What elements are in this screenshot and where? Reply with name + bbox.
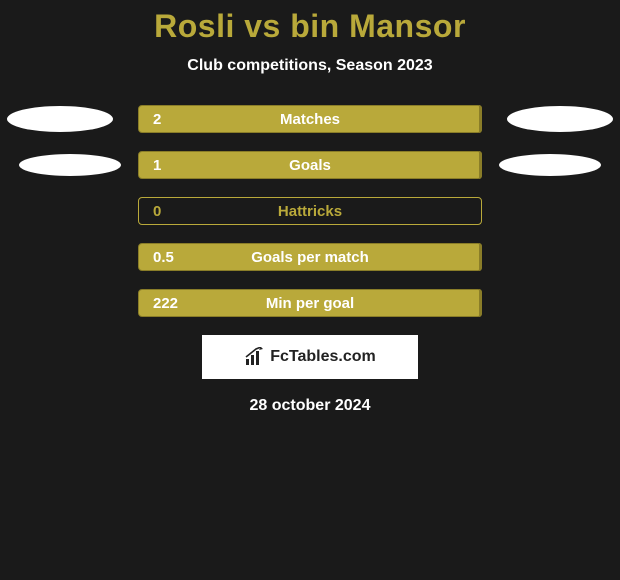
stat-row-goals-per-match: 0.5 Goals per match (0, 243, 620, 271)
stat-bar: 2 Matches (138, 105, 482, 133)
stat-row-goals: 1 Goals (0, 151, 620, 179)
stat-label: Goals (139, 157, 481, 174)
stat-label: Goals per match (139, 249, 481, 266)
logo: FcTables.com (244, 347, 376, 367)
stat-value: 1 (153, 157, 161, 174)
stat-value: 222 (153, 295, 178, 312)
subtitle: Club competitions, Season 2023 (0, 57, 620, 75)
logo-box: FcTables.com (202, 335, 418, 379)
page-title: Rosli vs bin Mansor (0, 8, 620, 45)
date-label: 28 october 2024 (0, 397, 620, 415)
stat-row-matches: 2 Matches (0, 105, 620, 133)
stat-value: 0.5 (153, 249, 174, 266)
stat-label: Hattricks (139, 203, 481, 220)
stat-bar: 0 Hattricks (138, 197, 482, 225)
stat-label: Min per goal (139, 295, 481, 312)
stat-label: Matches (139, 111, 481, 128)
logo-text: FcTables.com (270, 348, 376, 366)
right-marker (499, 154, 601, 176)
stat-row-min-per-goal: 222 Min per goal (0, 289, 620, 317)
stat-value: 2 (153, 111, 161, 128)
stat-row-hattricks: 0 Hattricks (0, 197, 620, 225)
left-marker (7, 106, 113, 132)
comparison-card: Rosli vs bin Mansor Club competitions, S… (0, 0, 620, 415)
stat-bar: 222 Min per goal (138, 289, 482, 317)
left-marker (19, 154, 121, 176)
right-marker (507, 106, 613, 132)
stat-bar: 0.5 Goals per match (138, 243, 482, 271)
bar-chart-icon (244, 347, 266, 367)
stat-value: 0 (153, 203, 161, 220)
stat-bar: 1 Goals (138, 151, 482, 179)
